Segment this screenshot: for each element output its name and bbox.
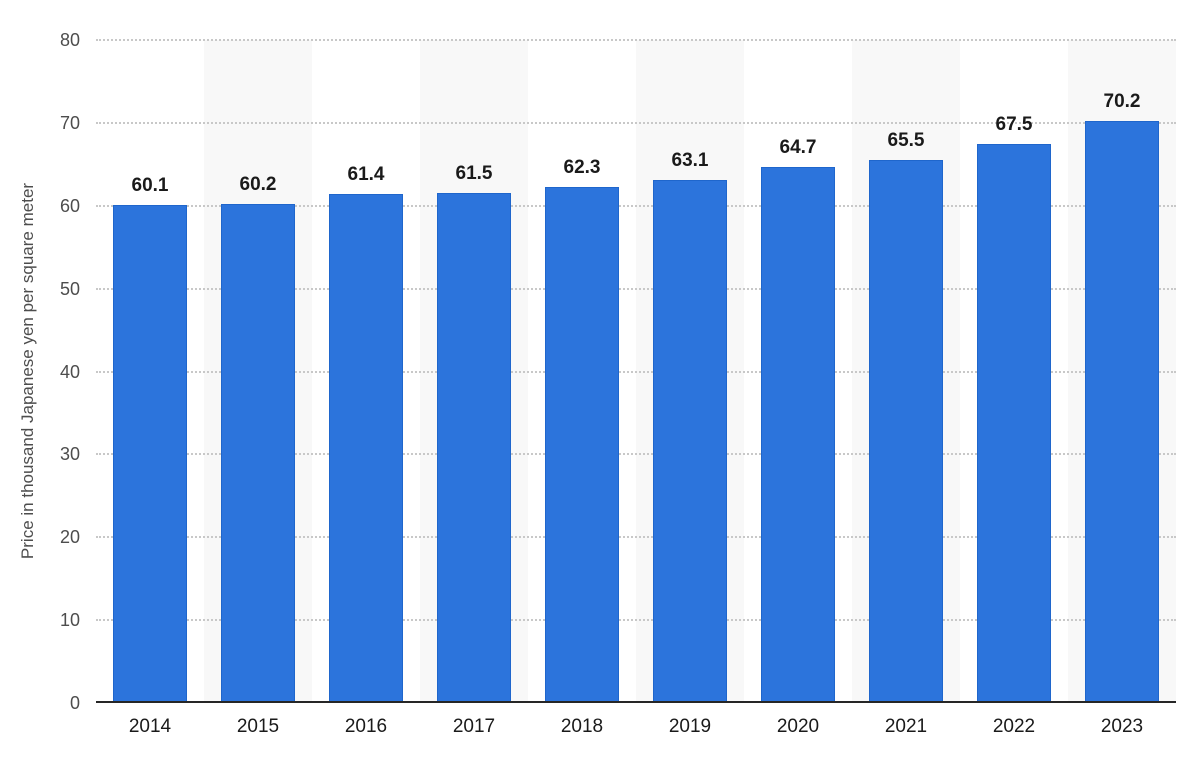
bar[interactable] bbox=[761, 166, 835, 703]
bar[interactable] bbox=[653, 180, 727, 703]
y-axis-tick-label: 80 bbox=[59, 30, 80, 50]
x-axis-category-label: 2015 bbox=[236, 716, 280, 737]
y-axis-tick-label: 70 bbox=[59, 112, 80, 133]
x-axis-category-label: 2022 bbox=[992, 716, 1036, 737]
x-axis-category-label: 2023 bbox=[1100, 716, 1144, 737]
y-axis-tick-label: 20 bbox=[59, 527, 80, 548]
y-axis-tick-label: 50 bbox=[59, 278, 80, 299]
bar[interactable] bbox=[221, 204, 295, 703]
bar-value-label: 63.1 bbox=[671, 150, 709, 172]
y-axis-tick-label: 40 bbox=[59, 361, 80, 382]
x-axis-line bbox=[96, 701, 1176, 703]
bar[interactable] bbox=[437, 193, 511, 703]
bar-value-label: 60.2 bbox=[239, 174, 277, 196]
bar-value-label: 62.3 bbox=[563, 156, 601, 178]
y-axis-tick-label: 30 bbox=[59, 444, 80, 465]
gridline bbox=[96, 287, 1176, 290]
x-axis-category-label: 2020 bbox=[776, 716, 820, 737]
bar-value-label: 61.4 bbox=[347, 164, 385, 186]
gridline bbox=[96, 619, 1176, 622]
bar-value-label: 67.5 bbox=[995, 113, 1033, 135]
x-axis-category-label: 2021 bbox=[884, 716, 928, 737]
y-axis-tick-label: 60 bbox=[59, 195, 80, 216]
bar[interactable] bbox=[329, 194, 403, 703]
bar-value-label: 65.5 bbox=[887, 130, 925, 152]
y-axis-tick-label: 0 bbox=[69, 693, 80, 713]
bar-value-label: 64.7 bbox=[779, 136, 817, 158]
x-axis-category-label: 2016 bbox=[344, 716, 388, 737]
gridline bbox=[96, 536, 1176, 539]
gridline bbox=[96, 204, 1176, 207]
x-axis-category-label: 2017 bbox=[452, 716, 496, 737]
bar-value-label: 61.5 bbox=[455, 163, 493, 185]
x-axis-category-label: 2014 bbox=[128, 716, 172, 737]
bar[interactable] bbox=[545, 186, 619, 703]
gridline bbox=[96, 39, 1176, 41]
bar[interactable] bbox=[1085, 121, 1159, 703]
bar-value-label: 70.2 bbox=[1103, 91, 1141, 113]
gridline bbox=[96, 121, 1176, 124]
gridline bbox=[96, 370, 1176, 373]
bar[interactable] bbox=[113, 204, 187, 703]
gridline bbox=[96, 453, 1176, 456]
x-axis-category-label: 2018 bbox=[560, 716, 604, 737]
x-axis-category-label: 2019 bbox=[668, 716, 712, 737]
bar[interactable] bbox=[869, 160, 943, 703]
bar[interactable] bbox=[977, 143, 1051, 703]
y-axis-tick-label: 10 bbox=[59, 610, 80, 631]
bar-value-label: 60.1 bbox=[131, 174, 169, 196]
